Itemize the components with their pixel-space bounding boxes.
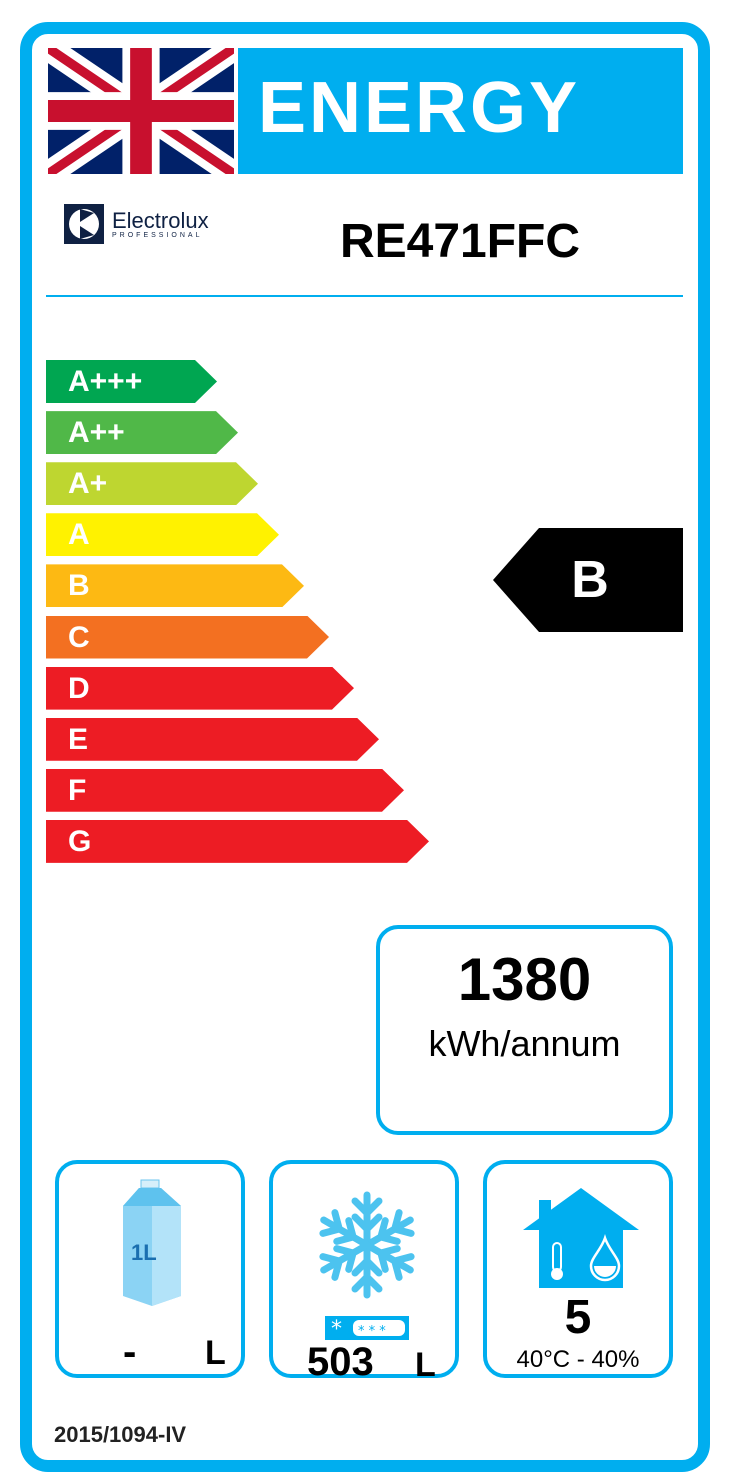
uk-flag-icon [48,48,234,174]
chill-volume-box: 1L - L [55,1160,245,1378]
energy-class-bar-g: G [46,820,429,863]
energy-class-bar-d: D [46,667,354,710]
label-frame [20,22,710,1472]
brand-logo: Electrolux PROFESSIONAL [64,204,209,244]
frozen-volume-value: 503 [307,1340,374,1384]
climate-class-box: 5 40°C - 40% [483,1160,673,1378]
consumption-box: 1380 kWh/annum [376,925,673,1135]
regulation-reference: 2015/1094-IV [54,1422,187,1447]
frozen-volume-box: * * * * 503 L [269,1160,459,1384]
consumption-value: 1380 [457,946,592,1013]
divider [46,295,683,297]
four-star-freezer-icon: * * * * [325,1316,409,1340]
energy-class-bar-aplusplus: A++ [46,411,238,454]
climate-conditions: 40°C - 40% [516,1346,640,1373]
energy-class-bar-f: F [46,769,404,812]
electrolux-logo-icon [64,204,104,244]
energy-class-bar-b: B [46,564,304,607]
house-climate-icon [523,1188,639,1288]
model-number: RE471FFC [339,215,581,268]
frozen-volume-unit: L [415,1346,436,1384]
climate-class-value: 5 [564,1291,592,1344]
energy-title: ENERGY [238,48,683,174]
snowflake-icon [317,1191,417,1300]
energy-class-bar-aplusplusplus: A+++ [46,360,217,403]
svg-text:*: * [331,1317,342,1340]
energy-class-bar-c: C [46,616,329,659]
consumption-unit: kWh/annum [428,1023,621,1064]
milk-carton-icon: 1L [123,1179,181,1306]
energy-class-bar-a: A [46,513,279,556]
brand-subtitle: PROFESSIONAL [112,231,203,239]
carton-label: 1L [131,1240,157,1265]
svg-text:* * *: * * * [358,1324,386,1339]
chill-volume-unit: L [205,1334,226,1372]
energy-class-bar-aplus: A+ [46,462,258,505]
brand-name: Electrolux [112,207,209,233]
chill-volume-value: - [123,1330,137,1374]
energy-class-bar-e: E [46,718,379,761]
rating-indicator: B [493,528,683,632]
